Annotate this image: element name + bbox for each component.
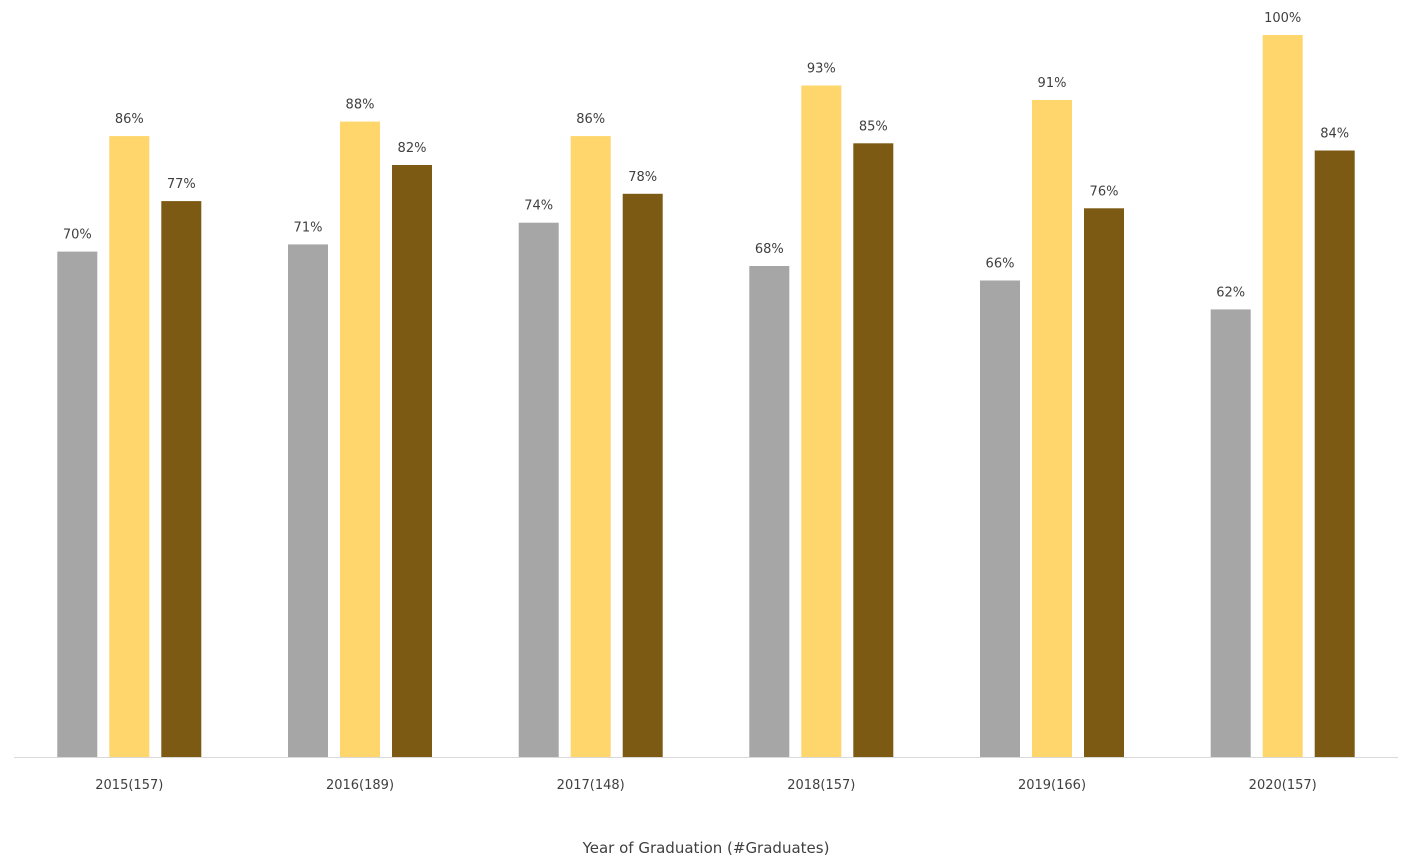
x-tick-label-0: 2015(157) (95, 778, 163, 793)
bar-series2-0 (109, 136, 150, 758)
x-tick-label-2: 2017(148) (557, 778, 625, 793)
data-label-series2-3: 93% (807, 62, 836, 77)
data-label-series2-4: 91% (1038, 76, 1067, 91)
bar-series3-1 (392, 165, 432, 757)
bar-series2-1 (340, 121, 380, 758)
bar-series2-2 (570, 136, 611, 758)
data-label-series3-3: 85% (859, 119, 888, 134)
data-label-series1-0: 70% (63, 228, 92, 243)
data-label-series1-3: 68% (755, 242, 784, 257)
data-label-series3-1: 82% (398, 141, 427, 156)
x-tick-labels: 2015(157) 2016(189) 2017(148) 2018(157) 2019… (95, 778, 1316, 793)
data-label-series2-1: 88% (346, 98, 375, 113)
data-label-series2-5: 100% (1264, 11, 1301, 26)
bar-series1-5 (1210, 309, 1251, 757)
bar-series3-5 (1314, 150, 1355, 757)
bar-series2-3 (801, 85, 842, 757)
bar-series2-4 (1032, 100, 1072, 757)
data-label-series3-4: 76% (1090, 184, 1119, 199)
data-label-series3-2: 78% (628, 170, 657, 185)
data-label-series1-5: 62% (1216, 285, 1245, 300)
data-label-series2-2: 86% (576, 112, 605, 127)
bar-series1-2 (518, 222, 559, 757)
bar-series1-0 (57, 251, 98, 757)
data-label-series1-4: 66% (986, 257, 1015, 272)
bars-layer (57, 35, 1355, 758)
bar-series3-4 (1084, 208, 1124, 758)
data-label-series3-0: 77% (167, 177, 196, 192)
bar-series3-0 (161, 201, 202, 758)
bar-series2-5 (1262, 35, 1303, 757)
data-label-series1-1: 71% (294, 220, 323, 235)
bar-series1-4 (980, 280, 1020, 757)
x-axis-title: Year of Graduation (#Graduates) (582, 839, 830, 857)
bar-series3-3 (853, 143, 894, 758)
x-tick-label-5: 2020(157) (1249, 778, 1317, 793)
data-label-series1-2: 74% (524, 199, 553, 214)
bar-series1-3 (749, 266, 790, 757)
data-label-series2-0: 86% (115, 112, 144, 127)
data-label-series3-5: 84% (1320, 127, 1349, 142)
bar-series1-1 (288, 244, 328, 757)
x-tick-label-3: 2018(157) (787, 778, 855, 793)
bar-series3-2 (622, 193, 663, 758)
x-tick-label-1: 2016(189) (326, 778, 394, 793)
data-labels-layer: 70% 86% 77% 71% 88% 82% 74% 86% 78% 68% 93% 85% 66% 9… (63, 11, 1349, 300)
x-tick-label-4: 2019(166) (1018, 778, 1086, 793)
